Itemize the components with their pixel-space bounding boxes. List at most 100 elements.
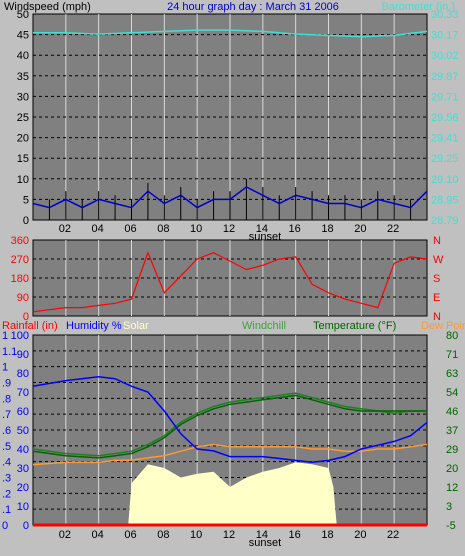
barometer-line <box>33 29 428 38</box>
hour-tick-label: 06 <box>124 529 136 541</box>
hour-tick-label: 10 <box>190 529 202 541</box>
humidity-tick: 70 <box>17 387 29 399</box>
barometer-tick: 29.41 <box>431 133 459 145</box>
rainfall-tick: 1 <box>2 362 8 374</box>
rainfall-tick: .1 <box>2 504 11 516</box>
temperature-tick: 37 <box>446 425 458 437</box>
wind-direction-series <box>32 251 428 313</box>
solar-area <box>33 462 427 525</box>
temperature-tick: 46 <box>446 406 458 418</box>
hour-tick-label: 10 <box>190 223 202 235</box>
barometer-axis-title: Barometer (in.) <box>382 1 455 13</box>
compass-label: E <box>433 292 440 304</box>
direction-tick-labels: 360 270 180 90 0 <box>11 235 29 323</box>
hour-tick-label: 02 <box>59 529 71 541</box>
windspeed-tick: 10 <box>17 174 29 186</box>
rainfall-tick: 1 <box>2 330 8 342</box>
hour-tick-label: 12 <box>223 223 235 235</box>
windspeed-axis-title: Windspeed (mph) <box>4 1 91 13</box>
humidity-tick: 30 <box>17 463 29 475</box>
windspeed-tick: 0 <box>23 215 29 227</box>
windspeed-tick: 45 <box>17 30 29 42</box>
wind-baro-gridlines <box>33 14 427 220</box>
windspeed-tick: 5 <box>23 194 29 206</box>
windspeed-tick: 30 <box>17 91 29 103</box>
rainfall-tick: .5 <box>2 441 11 453</box>
humidity-tick: 0 <box>23 520 29 532</box>
humidity-tick: 80 <box>17 368 29 380</box>
rainfall-tick: .6 <box>2 425 11 437</box>
barometer-tick: 29.87 <box>431 71 459 83</box>
direction-tick: 180 <box>11 273 29 285</box>
barometer-tick: 30.02 <box>431 50 459 62</box>
hour-tick-label: 20 <box>354 223 366 235</box>
temperature-tick: -5 <box>446 520 456 532</box>
hour-tick-label: 20 <box>354 529 366 541</box>
rainfall-tick: .2 <box>2 488 11 500</box>
barometer-tick: 28.95 <box>431 194 459 206</box>
compass-label: S <box>433 273 440 285</box>
humidity-line <box>32 376 428 464</box>
barometer-tick: 30.33 <box>431 9 459 21</box>
rainfall-tick: .8 <box>2 393 11 405</box>
legend-temperature: Temperature (°F) <box>313 320 396 332</box>
barometer-tick: 30.17 <box>431 30 459 42</box>
dewpoint-line <box>32 443 428 466</box>
panel1-sunset-label: sunset <box>249 231 281 243</box>
humidity-tick: 20 <box>17 482 29 494</box>
windspeed-tick: 20 <box>17 133 29 145</box>
rainfall-tick: 1.1 <box>2 346 17 358</box>
barometer-tick: 29.56 <box>431 112 459 124</box>
humidity-tick: 10 <box>17 501 29 513</box>
humidity-tick: 60 <box>17 406 29 418</box>
compass-label: W <box>433 254 444 266</box>
rainfall-tick: .3 <box>2 473 11 485</box>
direction-tick: 270 <box>11 254 29 266</box>
temperature-tick: 63 <box>446 368 458 380</box>
hour-tick-label: 22 <box>387 529 399 541</box>
windspeed-line <box>32 186 428 209</box>
legend-windchill: Windchill <box>242 320 286 332</box>
windspeed-tick: 50 <box>17 9 29 21</box>
hour-tick-label: 06 <box>124 223 136 235</box>
windchill-line <box>32 392 427 457</box>
barometer-tick: 29.10 <box>431 174 459 186</box>
temperature-tick: 80 <box>446 330 458 342</box>
rainfall-tick-labels: 1 1.1 1 .9 .8 .7 .6 .5 .4 .3 .2 .1 0 <box>2 330 17 532</box>
hour-tick-label: 12 <box>223 529 235 541</box>
humidity-tick: 100 <box>11 330 29 342</box>
graph-day-title: 24 hour graph day : March 31 2006 <box>167 1 339 13</box>
temperature-tick: 29 <box>446 444 458 456</box>
barometer-tick: 29.25 <box>431 153 459 165</box>
legend-solar: Solar <box>123 320 149 332</box>
windspeed-tick: 35 <box>17 71 29 83</box>
windspeed-tick: 15 <box>17 153 29 165</box>
temperature-tick: 3 <box>446 501 452 513</box>
panel1-hour-tick-labels: 02 04 06 08 10 12 14 16 18 20 22 <box>59 223 400 235</box>
temperature-tick: 12 <box>446 482 458 494</box>
wind-baro-series <box>32 29 428 220</box>
hour-tick-label: 02 <box>59 223 71 235</box>
rainfall-tick: .9 <box>2 378 11 390</box>
wind-direction-gridlines <box>33 240 427 316</box>
compass-label: N <box>433 235 441 247</box>
barometer-tick: 29.71 <box>431 91 459 103</box>
legend-dewpoint: Dew Point <box>421 320 465 332</box>
hour-tick-label: 18 <box>321 529 333 541</box>
temperature-tick: 71 <box>446 349 458 361</box>
windspeed-tick: 25 <box>17 112 29 124</box>
compass-label: N <box>433 311 441 323</box>
humidity-tick: 50 <box>17 425 29 437</box>
hour-tick-label: 08 <box>157 223 169 235</box>
temperature-line <box>32 394 427 459</box>
rainfall-tick: .7 <box>2 409 11 421</box>
legend-rainfall: Rainfall (in) <box>2 320 58 332</box>
barometer-tick-labels: 30.33 30.17 30.02 29.87 29.71 29.56 29.41 29.25… <box>431 9 459 227</box>
hour-tick-label: 18 <box>321 223 333 235</box>
barometer-tick: 28.79 <box>431 215 459 227</box>
temperature-tick-labels: 80 71 63 54 46 37 29 20 12 3 -5 <box>446 330 458 532</box>
